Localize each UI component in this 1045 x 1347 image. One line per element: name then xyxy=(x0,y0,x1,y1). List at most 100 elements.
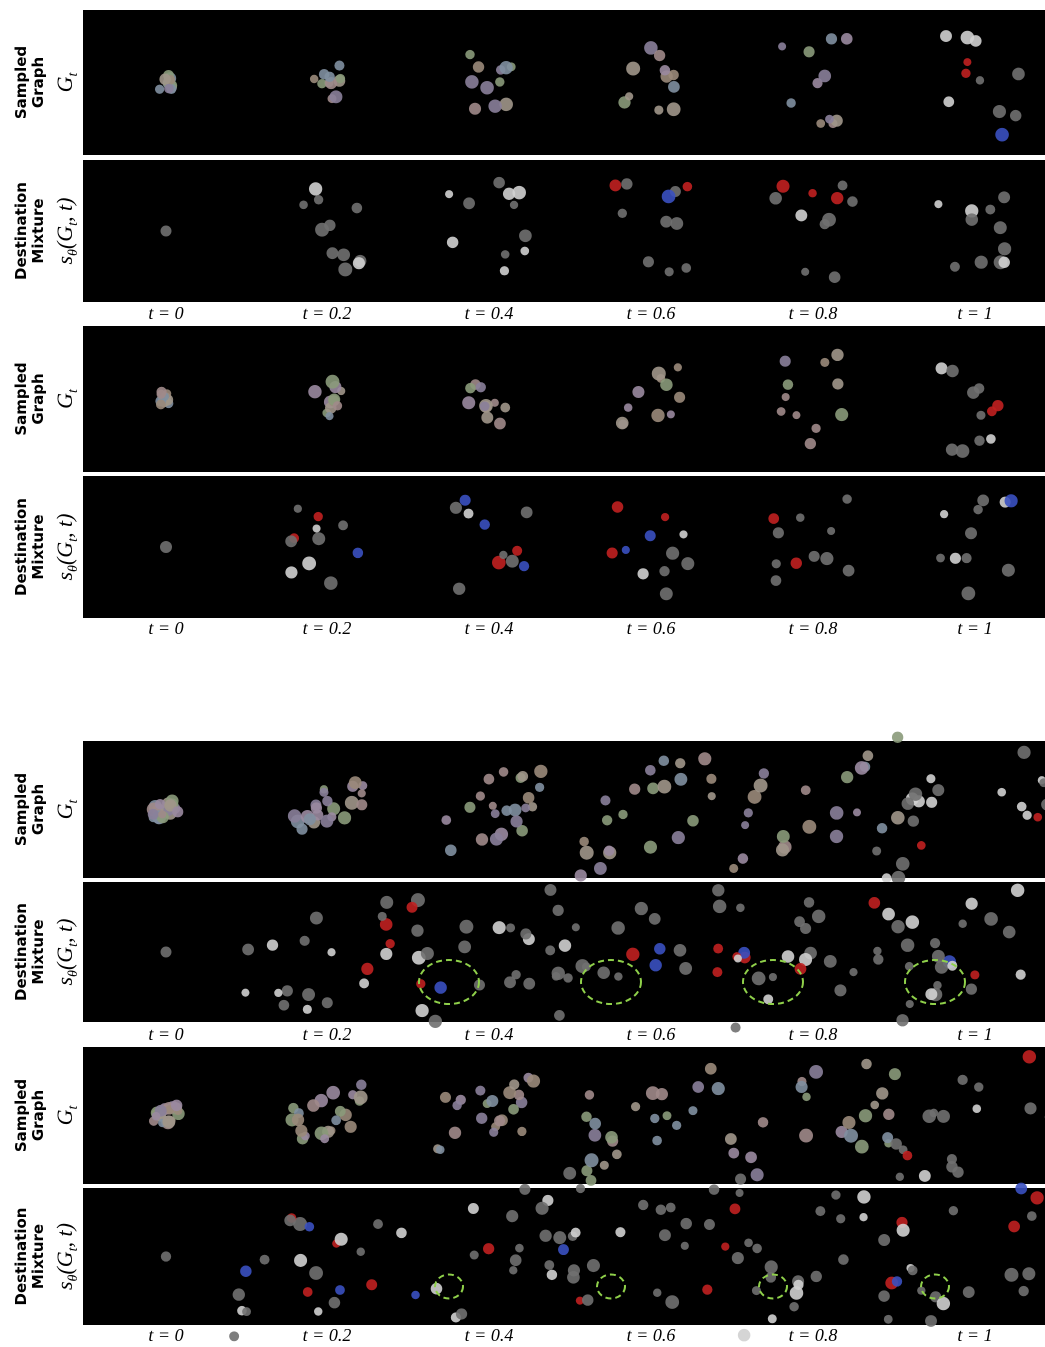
atom xyxy=(293,504,302,513)
atom xyxy=(873,954,884,965)
atom xyxy=(634,901,648,916)
symbol-part: (G xyxy=(52,947,77,970)
time-label: t = 1 xyxy=(957,303,992,323)
atom xyxy=(512,185,526,200)
atom xyxy=(335,1285,345,1295)
atom xyxy=(790,557,802,569)
time-label: t = 0.4 xyxy=(465,303,514,323)
atom xyxy=(998,191,1011,204)
time-label: t = 0 xyxy=(148,1024,183,1044)
atom xyxy=(949,552,961,564)
symbol-part: θ xyxy=(66,1274,81,1281)
atom xyxy=(775,843,790,857)
atom xyxy=(517,1126,527,1137)
atom xyxy=(465,75,479,89)
atom xyxy=(469,1250,479,1260)
atom xyxy=(939,510,949,519)
atom xyxy=(1015,969,1026,980)
atom xyxy=(819,218,830,230)
atom xyxy=(1026,1211,1037,1221)
atom xyxy=(965,527,978,540)
atom xyxy=(585,1175,597,1186)
time-label: t = 0 xyxy=(148,1325,183,1345)
atom xyxy=(324,71,335,82)
atom xyxy=(736,903,745,913)
atom xyxy=(657,779,672,794)
atom xyxy=(891,870,906,885)
atom xyxy=(499,60,513,75)
atom xyxy=(757,1117,769,1128)
atom xyxy=(1015,1182,1028,1195)
atom xyxy=(154,84,165,94)
atom xyxy=(781,950,795,963)
panel xyxy=(83,326,1045,472)
symbol-part: s xyxy=(52,256,77,265)
atom xyxy=(465,49,475,60)
row-label-line: Graph xyxy=(29,57,47,108)
row-symbol: sθ(Gt, t) xyxy=(52,197,81,264)
atom xyxy=(287,809,302,823)
atom xyxy=(751,1286,761,1296)
atom xyxy=(800,785,811,796)
symbol-part: , t) xyxy=(52,1223,77,1247)
atom xyxy=(789,1301,799,1312)
atom xyxy=(158,810,167,819)
atom xyxy=(285,535,298,548)
atom xyxy=(495,77,505,87)
atom xyxy=(582,1294,594,1306)
atom xyxy=(901,797,915,810)
atom xyxy=(155,399,166,410)
atom xyxy=(666,102,681,117)
atom xyxy=(453,582,466,595)
atom xyxy=(452,1100,462,1111)
atom xyxy=(172,806,184,818)
atom xyxy=(159,540,173,554)
symbol-part: s xyxy=(52,572,77,581)
atom xyxy=(356,799,368,811)
atom xyxy=(905,915,920,929)
atom xyxy=(499,550,508,560)
time-label: t = 0.6 xyxy=(627,1024,676,1044)
atom xyxy=(668,80,680,93)
atom xyxy=(935,362,948,375)
atom xyxy=(516,824,528,837)
atom xyxy=(665,1202,676,1213)
atom xyxy=(743,808,753,818)
atom xyxy=(302,1287,313,1297)
atom xyxy=(321,997,333,1009)
time-label: t = 0.8 xyxy=(789,1024,838,1044)
atom xyxy=(385,939,395,949)
symbol-part: G xyxy=(52,76,77,92)
atom xyxy=(380,895,394,909)
atom xyxy=(486,1094,499,1107)
atom xyxy=(526,1074,541,1088)
atom xyxy=(993,221,1007,235)
atom xyxy=(957,1074,968,1086)
atom xyxy=(862,750,874,762)
atom xyxy=(611,921,625,935)
atom xyxy=(334,1105,346,1117)
atom xyxy=(597,966,610,980)
row-label: DestinationMixture xyxy=(12,498,47,596)
atom xyxy=(645,765,656,776)
atom xyxy=(615,1227,626,1238)
atom xyxy=(593,862,607,875)
panel xyxy=(83,882,1045,1022)
atom xyxy=(671,831,685,845)
atom xyxy=(1008,1220,1020,1233)
atom xyxy=(948,1206,959,1216)
atom xyxy=(681,263,692,273)
atom xyxy=(750,1168,764,1182)
atom xyxy=(643,840,658,854)
atom xyxy=(647,782,659,795)
atom xyxy=(164,83,174,94)
row-label: DestinationMixture xyxy=(12,903,47,1001)
atom xyxy=(313,511,323,522)
atom xyxy=(441,815,452,825)
atom xyxy=(502,187,516,200)
atom xyxy=(295,1124,308,1137)
atom xyxy=(312,532,326,546)
atom xyxy=(882,1132,894,1144)
atom xyxy=(317,79,327,89)
atom xyxy=(241,988,250,997)
